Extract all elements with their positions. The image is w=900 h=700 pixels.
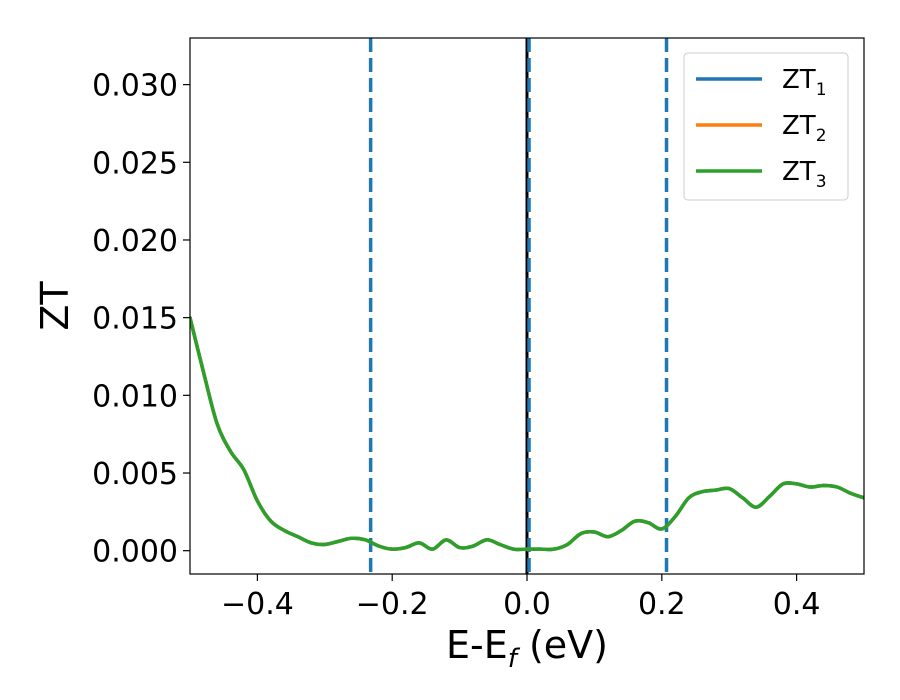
x-axis: −0.4 −0.2 0.0 0.2 0.4	[221, 574, 820, 622]
legend-label-zt3: ZT3	[782, 157, 827, 192]
x-axis-title-suffix: (eV)	[517, 623, 608, 667]
x-axis-title: E-Ef (eV)	[446, 623, 608, 674]
legend-box	[683, 52, 849, 201]
legend-label-zt1: ZT1	[782, 65, 827, 100]
y-tick-label: 0.000	[92, 535, 178, 570]
y-axis-title: ZT	[33, 281, 77, 331]
y-tick-label: 0.030	[92, 69, 178, 104]
y-tick-label: 0.020	[92, 224, 178, 259]
y-tick-label: 0.015	[92, 302, 178, 337]
x-tick-label: −0.2	[356, 587, 429, 622]
legend: ZT1 ZT2 ZT3	[683, 52, 849, 201]
y-tick-label: 0.005	[92, 457, 178, 492]
series-line-zt3	[190, 315, 864, 552]
legend-label-zt2: ZT2	[782, 111, 827, 146]
series-layer	[190, 315, 864, 552]
x-axis-title-main: E-E	[446, 623, 508, 667]
y-tick-label: 0.010	[92, 379, 178, 414]
x-tick-label: 0.0	[503, 587, 551, 622]
x-tick-label: 0.4	[773, 587, 821, 622]
x-tick-label: 0.2	[638, 587, 686, 622]
x-tick-label: −0.4	[221, 587, 294, 622]
y-axis: 0.000 0.005 0.010 0.015 0.020 0.025 0.030	[92, 69, 190, 570]
vertical-markers	[368, 38, 669, 574]
y-tick-label: 0.025	[92, 146, 178, 181]
